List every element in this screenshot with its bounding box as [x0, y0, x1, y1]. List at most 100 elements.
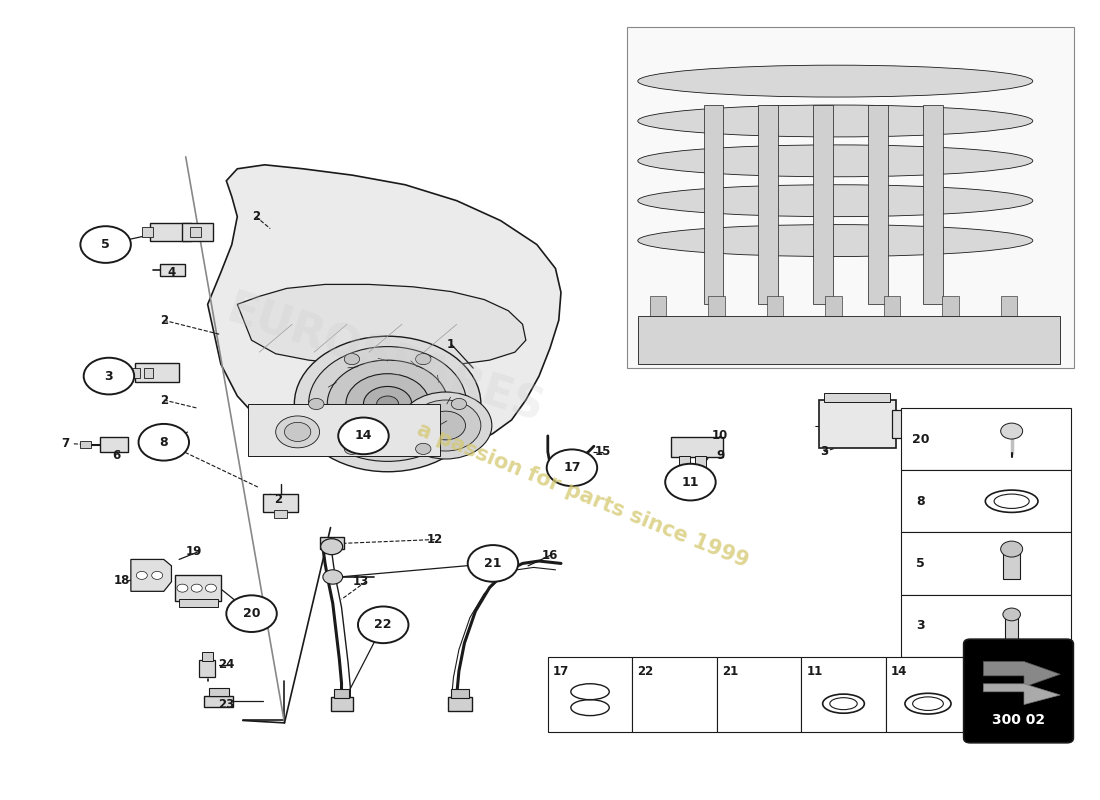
Polygon shape — [983, 684, 1060, 705]
Text: 2: 2 — [160, 314, 168, 326]
Bar — [199, 660, 216, 678]
Text: 9: 9 — [716, 450, 724, 462]
Bar — [135, 362, 179, 382]
Ellipse shape — [638, 65, 1033, 97]
Bar — [901, 408, 1071, 470]
Bar — [886, 657, 970, 733]
Bar — [202, 652, 213, 662]
Text: 2: 2 — [252, 210, 260, 223]
Text: 11: 11 — [682, 476, 700, 489]
Bar — [80, 442, 91, 448]
Bar — [695, 456, 706, 472]
Bar — [131, 368, 140, 378]
Text: 3: 3 — [104, 370, 113, 382]
Circle shape — [80, 226, 131, 263]
Bar — [150, 223, 191, 241]
Bar — [448, 697, 472, 711]
Circle shape — [666, 464, 716, 501]
Bar — [175, 575, 221, 601]
Circle shape — [139, 424, 189, 461]
Circle shape — [338, 418, 388, 454]
Bar — [638, 316, 1060, 364]
Text: 5: 5 — [101, 238, 110, 251]
Bar — [717, 657, 801, 733]
Text: 300 02: 300 02 — [992, 714, 1045, 727]
Bar — [824, 393, 890, 402]
Circle shape — [376, 396, 398, 412]
Text: a passion for parts since 1999: a passion for parts since 1999 — [415, 420, 751, 571]
Bar — [627, 27, 1075, 368]
Bar — [179, 599, 218, 607]
Bar — [209, 688, 229, 696]
Text: 20: 20 — [912, 433, 930, 446]
Text: 8: 8 — [160, 436, 168, 449]
Bar — [548, 657, 632, 733]
Bar — [813, 105, 833, 304]
Bar — [183, 223, 213, 241]
Circle shape — [1001, 541, 1023, 557]
Circle shape — [136, 571, 147, 579]
Text: 8: 8 — [916, 494, 925, 508]
Text: 3: 3 — [916, 619, 925, 632]
Bar — [249, 404, 440, 456]
Circle shape — [206, 584, 217, 592]
Text: 18: 18 — [114, 574, 130, 587]
Text: 22: 22 — [374, 618, 392, 631]
Circle shape — [152, 571, 163, 579]
Circle shape — [416, 354, 431, 365]
Text: 16: 16 — [542, 549, 558, 562]
Circle shape — [309, 346, 466, 462]
Text: 14: 14 — [354, 430, 372, 442]
Bar — [680, 456, 691, 472]
Bar — [943, 296, 959, 352]
Circle shape — [276, 416, 320, 448]
Circle shape — [177, 584, 188, 592]
Circle shape — [451, 398, 466, 410]
Bar — [331, 697, 352, 711]
Bar — [142, 227, 153, 237]
Bar — [923, 105, 943, 304]
Ellipse shape — [638, 145, 1033, 177]
Circle shape — [1001, 423, 1023, 439]
Bar — [333, 689, 349, 698]
Ellipse shape — [638, 105, 1033, 137]
Circle shape — [227, 595, 277, 632]
Ellipse shape — [638, 185, 1033, 217]
Text: 10: 10 — [712, 430, 728, 442]
FancyBboxPatch shape — [964, 639, 1074, 743]
Circle shape — [345, 374, 429, 434]
Text: 2: 2 — [160, 394, 168, 406]
Bar — [901, 470, 1071, 532]
Polygon shape — [238, 285, 526, 366]
Circle shape — [344, 354, 360, 365]
Bar — [708, 296, 725, 352]
Circle shape — [547, 450, 597, 486]
Text: 7: 7 — [60, 438, 69, 450]
Circle shape — [416, 443, 431, 454]
Circle shape — [344, 443, 360, 454]
Bar — [868, 105, 888, 304]
Bar — [884, 296, 901, 352]
Circle shape — [191, 584, 202, 592]
Circle shape — [426, 411, 465, 440]
Text: 17: 17 — [553, 665, 569, 678]
Bar — [704, 105, 724, 304]
Bar — [144, 368, 153, 378]
Ellipse shape — [638, 225, 1033, 257]
Bar — [451, 689, 469, 698]
Bar — [901, 594, 1071, 657]
Text: 1: 1 — [448, 338, 455, 350]
Text: 11: 11 — [806, 665, 823, 678]
Bar — [825, 296, 842, 352]
Bar — [892, 410, 914, 438]
Text: 3: 3 — [821, 446, 828, 458]
Circle shape — [326, 540, 338, 550]
Bar — [818, 400, 895, 448]
Text: 24: 24 — [218, 658, 234, 671]
Circle shape — [363, 386, 411, 422]
Text: 13: 13 — [353, 575, 370, 588]
Circle shape — [285, 422, 311, 442]
Text: 2: 2 — [274, 493, 282, 506]
Text: 14: 14 — [891, 665, 908, 678]
Bar — [767, 296, 783, 352]
